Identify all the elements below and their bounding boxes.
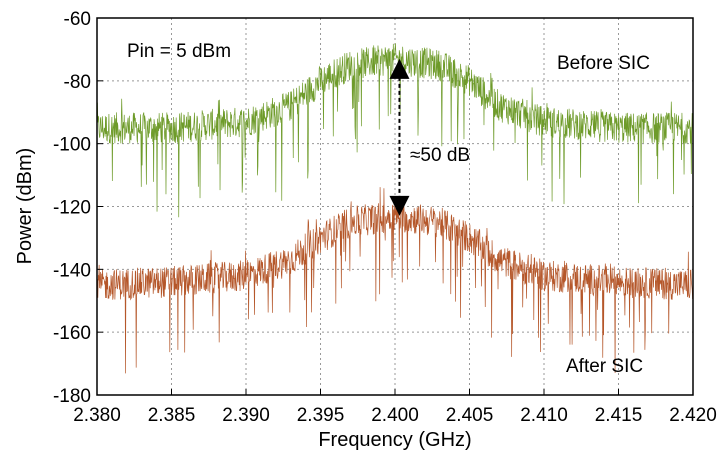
y-tick-label: -80 xyxy=(64,72,91,93)
y-tick-label: -140 xyxy=(53,260,91,281)
series-layer xyxy=(96,43,694,374)
y-tick-label: -60 xyxy=(64,9,91,30)
x-tick-label: 2.385 xyxy=(148,405,196,426)
difference-arrow xyxy=(389,58,410,216)
y-tick-label: -180 xyxy=(53,386,91,407)
arrow-head-up xyxy=(389,58,410,79)
delta-annotation: ≈50 dB xyxy=(410,145,470,166)
y-tick-label: -160 xyxy=(53,323,91,344)
before-sic-label: Before SIC xyxy=(557,53,650,74)
y-tick-label: -120 xyxy=(53,198,91,219)
x-tick-label: 2.390 xyxy=(222,405,270,426)
x-tick-label: 2.400 xyxy=(371,405,419,426)
y-axis-title: Power (dBm) xyxy=(14,148,36,265)
x-tick-label: 2.380 xyxy=(73,405,121,426)
pin-annotation: Pin = 5 dBm xyxy=(127,41,231,62)
x-tick-label: 2.415 xyxy=(595,405,643,426)
after-sic-label: After SIC xyxy=(566,356,643,377)
x-tick-label: 2.395 xyxy=(297,405,345,426)
x-tick-label: 2.420 xyxy=(669,405,717,426)
arrow-head-down xyxy=(389,195,410,216)
x-tick-label: 2.405 xyxy=(446,405,494,426)
series-line-1 xyxy=(96,187,694,374)
x-tick-label: 2.410 xyxy=(520,405,568,426)
x-axis-title: Frequency (GHz) xyxy=(318,429,471,451)
tick-labels: 2.380 2.385 2.390 2.395 2.400 2.405 2.410 2.415… xyxy=(53,9,717,426)
series-line-0 xyxy=(96,43,694,218)
y-tick-label: -100 xyxy=(53,135,91,156)
